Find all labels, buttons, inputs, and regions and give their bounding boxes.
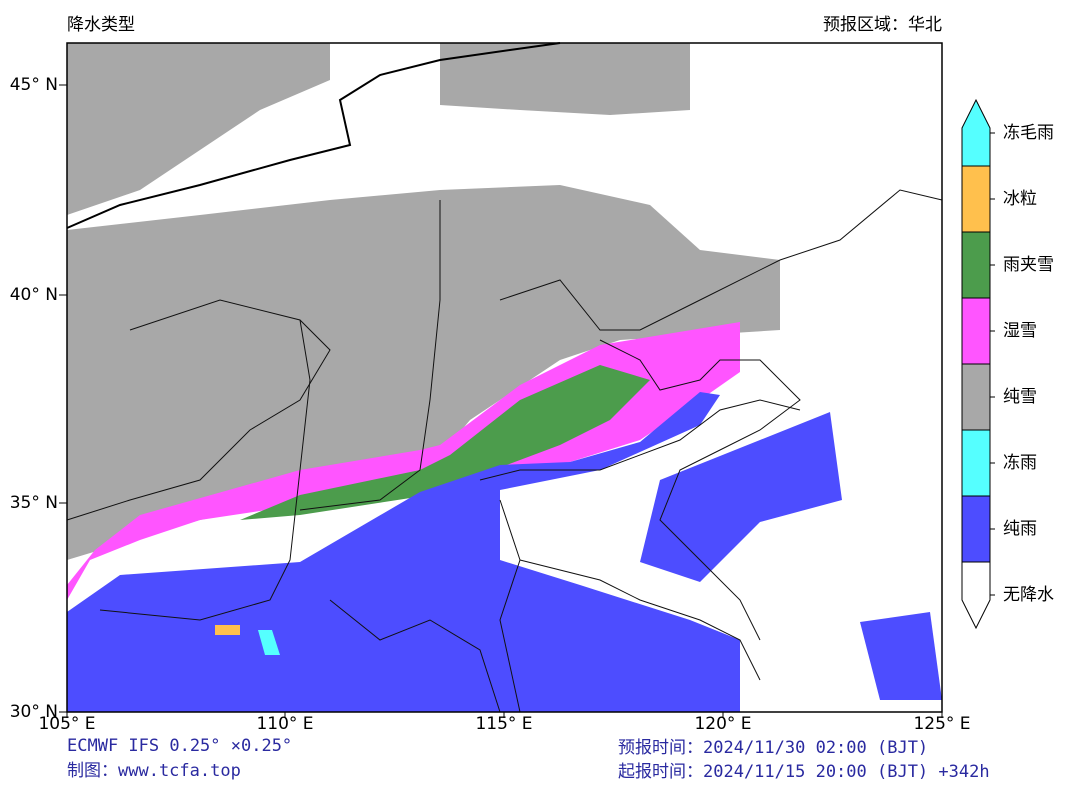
province-border xyxy=(479,399,801,481)
legend-swatch xyxy=(961,231,991,299)
national-border xyxy=(66,42,561,229)
region: 预报区域：华北 xyxy=(823,15,942,35)
lat-label: 40° N xyxy=(10,285,58,305)
legend-label: 冰粒 xyxy=(1003,189,1037,209)
rain-area xyxy=(860,612,942,700)
legend-swatch xyxy=(961,98,991,167)
legend-label: 冻毛雨 xyxy=(1003,123,1054,143)
province-border xyxy=(499,499,521,713)
province-border xyxy=(299,200,441,511)
freezing-drizzle-area xyxy=(258,630,280,655)
legend-label: 纯雨 xyxy=(1003,519,1037,539)
legend-swatch xyxy=(961,297,991,365)
lat-label: 45° N xyxy=(10,75,58,95)
province-border xyxy=(66,299,331,521)
legend-label: 冻雨 xyxy=(1003,453,1037,473)
ice-pellet-area xyxy=(215,625,240,635)
province-border xyxy=(99,319,311,621)
snow-area xyxy=(440,43,690,115)
rain-area xyxy=(640,412,842,582)
lat-label: 30° N xyxy=(10,702,58,722)
legend-label: 无降水 xyxy=(1003,585,1054,605)
legend-swatch xyxy=(961,165,991,233)
legend-label: 湿雪 xyxy=(1003,321,1037,341)
lon-label: 115° E xyxy=(475,714,532,734)
legend-label: 纯雪 xyxy=(1003,387,1037,407)
province-border xyxy=(499,189,943,331)
model-text: ECMWF IFS 0.25° ×0.25° xyxy=(67,736,292,756)
legend-swatch xyxy=(961,363,991,431)
lon-label: 110° E xyxy=(256,714,313,734)
legend-swatch xyxy=(961,561,991,630)
legend-label: 雨夹雪 xyxy=(1003,255,1054,275)
map-area xyxy=(66,42,943,713)
title: 降水类型 xyxy=(67,15,135,35)
province-border xyxy=(519,559,761,681)
valid-time: 预报时间：2024/11/30 02:00 (BJT) xyxy=(618,738,928,758)
snow-area xyxy=(67,185,780,560)
lon-label: 105° E xyxy=(38,714,95,734)
lon-label: 120° E xyxy=(694,714,751,734)
legend-swatch xyxy=(961,495,991,563)
sleet-area xyxy=(240,365,650,520)
coastline xyxy=(599,339,801,641)
lat-label: 35° N xyxy=(10,493,58,513)
credit-text: 制图：www.tcfa.top xyxy=(67,761,241,781)
init-time: 起报时间：2024/11/15 20:00 (BJT) +342h xyxy=(618,762,990,782)
lon-label: 125° E xyxy=(913,714,970,734)
province-border xyxy=(329,599,501,713)
snow-area xyxy=(67,43,330,215)
legend-swatch xyxy=(961,429,991,497)
